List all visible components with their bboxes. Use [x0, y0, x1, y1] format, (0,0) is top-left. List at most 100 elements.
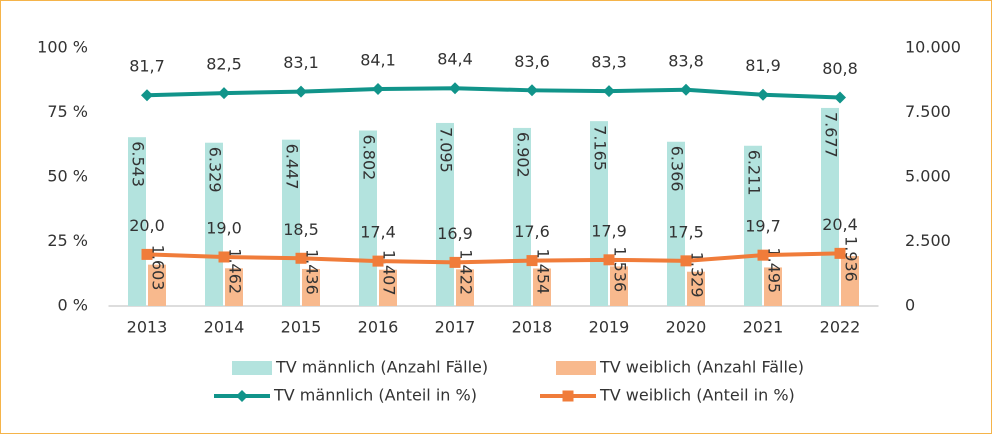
line-value-label: 83,8	[668, 51, 704, 70]
bar	[610, 266, 628, 306]
bar	[456, 269, 474, 306]
marker	[295, 252, 307, 264]
bar	[148, 264, 166, 306]
y2-tick-label: 7.500	[905, 102, 951, 121]
line-value-label: 16,9	[437, 224, 473, 243]
bar-value-label: 6.329	[206, 147, 225, 193]
marker	[757, 88, 769, 101]
x-tick-label: 2015	[281, 318, 322, 337]
line-value-label: 83,6	[514, 52, 550, 71]
bar	[205, 142, 223, 306]
bar-value-label: 6.902	[514, 132, 533, 178]
bar	[533, 268, 551, 306]
bar-value-label: 6.211	[745, 150, 764, 196]
bar-value-label: 1.495	[765, 247, 784, 293]
bar	[841, 256, 859, 306]
legend-marker	[236, 390, 248, 402]
line-value-label: 81,7	[129, 57, 165, 76]
x-tick-label: 2021	[743, 318, 784, 337]
y-tick-label: 50 %	[47, 167, 88, 186]
bar-value-label: 1.936	[842, 236, 861, 282]
marker	[603, 254, 615, 266]
line-value-label: 83,3	[591, 53, 627, 72]
marker	[680, 83, 692, 96]
legend-label: TV männlich (Anteil in %)	[273, 386, 477, 405]
legend-label: TV weiblich (Anzahl Fälle)	[599, 358, 804, 377]
bar	[379, 269, 397, 306]
bar-value-label: 6.543	[129, 141, 148, 187]
line-value-label: 17,9	[591, 221, 627, 240]
line-value-label: 19,7	[745, 217, 781, 236]
y-tick-label: 25 %	[47, 231, 88, 250]
marker	[218, 251, 230, 263]
legend-marker	[562, 390, 574, 402]
bar-value-label: 7.165	[591, 125, 610, 171]
marker	[141, 248, 153, 260]
marker	[834, 91, 846, 104]
marker	[526, 255, 538, 267]
line	[146, 86, 841, 100]
marker	[295, 85, 307, 98]
line-value-label: 17,5	[668, 222, 704, 241]
line-value-label: 81,9	[745, 56, 781, 75]
bar	[225, 268, 243, 306]
y-tick-label: 100 %	[37, 38, 88, 57]
x-tick-label: 2022	[820, 318, 861, 337]
y2-tick-label: 0	[905, 296, 915, 315]
line-value-label: 82,5	[206, 55, 242, 74]
marker	[449, 82, 461, 95]
x-tick-label: 2020	[666, 318, 707, 337]
legend-swatch	[232, 361, 272, 375]
line-value-label: 19,0	[206, 218, 242, 237]
bar	[128, 137, 146, 306]
marker	[449, 256, 461, 268]
y-tick-label: 0 %	[58, 296, 88, 315]
marker	[218, 87, 230, 100]
line-value-label: 20,4	[822, 215, 858, 234]
x-tick-label: 2014	[204, 318, 245, 337]
y2-tick-label: 5.000	[905, 167, 951, 186]
bar	[687, 271, 705, 306]
y-tick-label: 75 %	[47, 102, 88, 121]
bar-value-label: 1.462	[226, 248, 245, 294]
x-tick-label: 2017	[435, 318, 476, 337]
bar-value-label: 1.422	[457, 249, 476, 295]
legend-label: TV männlich (Anzahl Fälle)	[275, 358, 488, 377]
bar-value-label: 7.095	[437, 127, 456, 173]
legend-swatch	[556, 361, 596, 375]
marker	[680, 255, 692, 267]
marker	[372, 83, 384, 96]
marker	[526, 84, 538, 97]
bar-value-label: 6.366	[668, 146, 687, 192]
line-value-label: 20,0	[129, 216, 165, 235]
marker	[372, 255, 384, 267]
bar	[282, 139, 300, 306]
bar	[764, 267, 782, 306]
line-value-label: 83,1	[283, 53, 319, 72]
bar	[744, 145, 762, 306]
line-value-label: 17,6	[514, 222, 550, 241]
legend-label: TV weiblich (Anteil in %)	[599, 386, 795, 405]
line-value-label: 17,4	[360, 223, 396, 242]
line-value-label: 18,5	[283, 220, 319, 239]
bar-value-label: 1.536	[611, 246, 630, 292]
bar-value-label: 7.677	[822, 112, 841, 158]
bar-value-label: 6.447	[283, 144, 302, 190]
y2-tick-label: 2.500	[905, 231, 951, 250]
bar-value-label: 1.329	[688, 252, 707, 298]
line	[146, 251, 841, 265]
bar	[302, 268, 320, 306]
x-tick-label: 2018	[512, 318, 553, 337]
x-tick-label: 2013	[127, 318, 168, 337]
marker	[757, 249, 769, 261]
line-value-label: 84,4	[437, 50, 473, 69]
bar-value-label: 6.802	[360, 135, 379, 181]
line-value-label: 84,1	[360, 51, 396, 70]
marker	[834, 247, 846, 259]
marker	[603, 85, 615, 98]
marker	[141, 89, 153, 102]
x-tick-label: 2019	[589, 318, 630, 337]
line-value-label: 80,8	[822, 59, 858, 78]
x-tick-label: 2016	[358, 318, 399, 337]
